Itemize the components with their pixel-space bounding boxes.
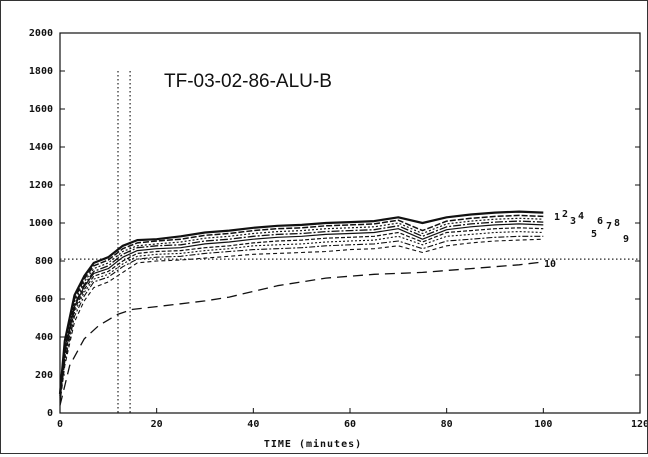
- y-tick-label: 400: [35, 332, 53, 343]
- series-label-1: 1: [554, 212, 560, 223]
- series-labels: 1 2 3 4 5 6 7 8 9 10: [544, 209, 629, 270]
- x-tick-label: 60: [344, 419, 356, 430]
- y-tick-label: 2000: [29, 28, 53, 39]
- series-label-10: 10: [544, 259, 556, 270]
- series-label-8: 8: [614, 218, 620, 229]
- y-tick-label: 0: [47, 408, 53, 419]
- chart-title: TF-03-02-86-ALU-B: [164, 71, 332, 92]
- series-line-3: [59, 217, 544, 397]
- series-line-4: [59, 220, 544, 398]
- series-line-6: [59, 227, 544, 400]
- series-label-3: 3: [570, 216, 576, 227]
- y-tick-label: 1600: [29, 104, 53, 115]
- x-tick-label: 40: [247, 419, 259, 430]
- series-line-5: [59, 223, 544, 399]
- x-tick-label: 20: [151, 419, 163, 430]
- y-tick-label: 1400: [29, 142, 53, 153]
- series-label-6: 6: [597, 216, 603, 227]
- y-tick-label: 1800: [29, 66, 53, 77]
- y-tick-label: 600: [35, 294, 53, 305]
- series-label-5: 5: [591, 229, 597, 240]
- y-tick-label: 1200: [29, 180, 53, 191]
- series-label-7: 7: [606, 221, 612, 232]
- x-tick-label: 120: [631, 419, 647, 430]
- series-line-9: [59, 238, 544, 403]
- y-tick-label: 800: [35, 256, 53, 267]
- series-line-8: [59, 235, 544, 402]
- series-label-4: 4: [578, 211, 584, 222]
- series-line-2: [59, 214, 544, 396]
- y-tick-label: 200: [35, 370, 53, 381]
- x-tick-label: 0: [57, 419, 63, 430]
- x-tick-label: 100: [534, 419, 552, 430]
- x-axis-label: TIME (minutes): [264, 438, 362, 450]
- x-tick-label: 80: [441, 419, 453, 430]
- series-line-1: [58, 210, 544, 395]
- series-line-7: [59, 231, 544, 401]
- y-tick-label: 1000: [29, 218, 53, 229]
- series-label-2: 2: [562, 209, 568, 220]
- series-label-9: 9: [623, 234, 629, 245]
- series-line-10: [59, 261, 544, 406]
